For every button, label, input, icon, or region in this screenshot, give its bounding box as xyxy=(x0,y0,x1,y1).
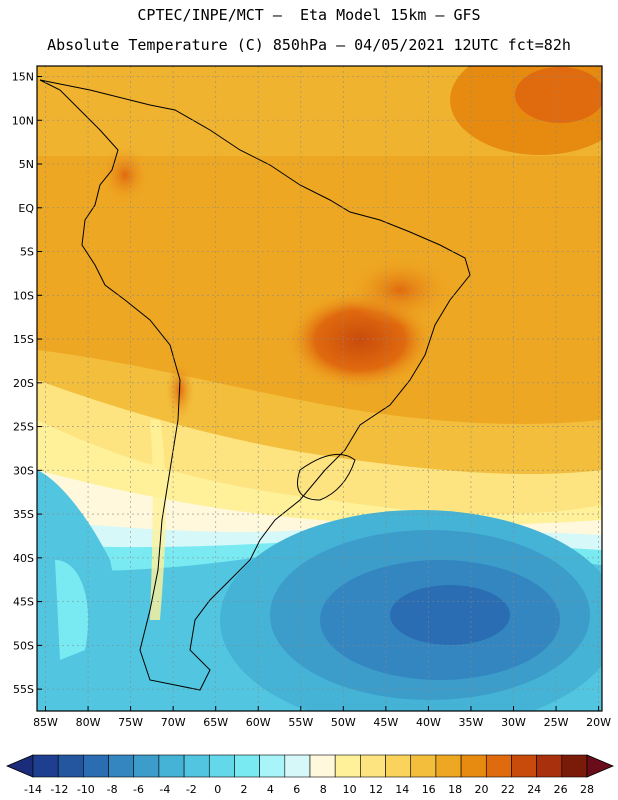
colorbar-label: -8 xyxy=(107,783,118,796)
lat-label: 25S xyxy=(13,421,34,434)
map-frame xyxy=(36,65,603,712)
colorbar-swatch xyxy=(460,754,487,778)
colorbar-swatch xyxy=(284,754,311,778)
lon-label: 70W xyxy=(161,716,186,729)
colorbar-swatch xyxy=(83,754,109,778)
colorbar-label: 16 xyxy=(422,783,436,796)
lon-label: 55W xyxy=(288,716,313,729)
colorbar-swatch xyxy=(511,754,537,778)
lat-label: 35S xyxy=(13,508,34,521)
colorbar-label: 20 xyxy=(475,783,489,796)
coastline xyxy=(39,79,471,691)
colorbar-label: 28 xyxy=(580,783,594,796)
lat-label: 45S xyxy=(13,596,34,609)
lat-label: EQ xyxy=(18,202,34,215)
map-title: CPTEC/INPE/MCT – Eta Model 15km – GFS xyxy=(137,6,481,24)
lat-label: 40S xyxy=(13,552,34,565)
colorbar-swatch xyxy=(360,754,386,778)
colorbar-swatch xyxy=(435,754,462,778)
colorbar-label: -4 xyxy=(159,783,170,796)
colorbar-label: 14 xyxy=(395,783,409,796)
lon-label: 75W xyxy=(118,716,143,729)
lat-label: 15S xyxy=(13,333,34,346)
lat-label: 30S xyxy=(13,464,34,477)
lon-label: 85W xyxy=(33,716,58,729)
colorbar-max-arrow xyxy=(586,754,615,778)
lat-label: 5S xyxy=(20,246,34,259)
colorbar-swatch xyxy=(158,754,185,778)
colorbar-label: 0 xyxy=(214,783,221,796)
colorbar-label: 4 xyxy=(267,783,274,796)
lat-label: 55S xyxy=(13,683,34,696)
colorbar-label: 12 xyxy=(369,783,383,796)
map-subtitle: Absolute Temperature (C) 850hPa – 04/05/… xyxy=(47,36,571,54)
colorbar-label: 24 xyxy=(527,783,541,796)
colorbar-min-arrow xyxy=(5,754,34,778)
colorbar-swatch xyxy=(410,754,437,778)
colorbar-label: 18 xyxy=(448,783,462,796)
colorbar-swatch xyxy=(108,754,135,778)
colorbar-label: -12 xyxy=(50,783,68,796)
colorbar-swatch xyxy=(309,754,336,778)
colorbar-label: 10 xyxy=(343,783,357,796)
colorbar-swatch xyxy=(208,754,235,778)
colorbar-swatch xyxy=(485,754,512,778)
colorbar-label: 22 xyxy=(501,783,515,796)
lat-label: 20S xyxy=(13,377,34,390)
lat-label: 5N xyxy=(19,158,34,171)
colorbar-label: 26 xyxy=(554,783,568,796)
colorbar-label: -14 xyxy=(24,783,42,796)
lon-label: 80W xyxy=(76,716,101,729)
colorbar-swatch xyxy=(57,754,84,778)
colorbar-swatch xyxy=(334,754,361,778)
colorbar-swatch xyxy=(133,754,160,778)
colorbar-swatch xyxy=(32,754,59,778)
colorbar-label: -6 xyxy=(133,783,144,796)
colorbar-swatch xyxy=(183,754,210,778)
lon-label: 20W xyxy=(586,716,611,729)
colorbar-swatch xyxy=(234,754,260,778)
colorbar: -14 -12 -10 -8 -6 -4 -2 0 2 4 6 8 10 12 14 16 18 20 22 24 26… xyxy=(5,754,615,796)
colorbar-swatch xyxy=(561,754,588,778)
temperature-field xyxy=(37,66,602,711)
longitude-labels: 85W 80W 75W 70W 65W 60W 55W 50W 45W 40W 35W 30W 25W 2… xyxy=(33,706,611,729)
lon-label: 25W xyxy=(544,716,569,729)
lon-label: 35W xyxy=(459,716,484,729)
colorbar-label: -2 xyxy=(186,783,197,796)
latitude-labels: 15N 10N 5N EQ 5S 10S 15S 20S 25S 30S 35S 40S 45S 50S 5… xyxy=(12,71,42,696)
colorbar-label: 6 xyxy=(293,783,300,796)
colorbar-label: 8 xyxy=(320,783,327,796)
lon-label: 45W xyxy=(373,716,398,729)
lat-label: 10N xyxy=(12,114,34,127)
colorbar-swatch xyxy=(536,754,563,778)
lat-label: 10S xyxy=(13,289,34,302)
lon-label: 50W xyxy=(331,716,356,729)
colorbar-swatch xyxy=(385,754,412,778)
lat-label: 50S xyxy=(13,639,34,652)
lon-label: 30W xyxy=(501,716,526,729)
colorbar-swatch xyxy=(259,754,286,778)
lon-label: 40W xyxy=(416,716,441,729)
lon-label: 65W xyxy=(203,716,228,729)
graticule xyxy=(37,66,602,711)
colorbar-label: -10 xyxy=(77,783,95,796)
lon-label: 60W xyxy=(246,716,271,729)
colorbar-label: 2 xyxy=(241,783,248,796)
lat-label: 15N xyxy=(12,71,34,84)
